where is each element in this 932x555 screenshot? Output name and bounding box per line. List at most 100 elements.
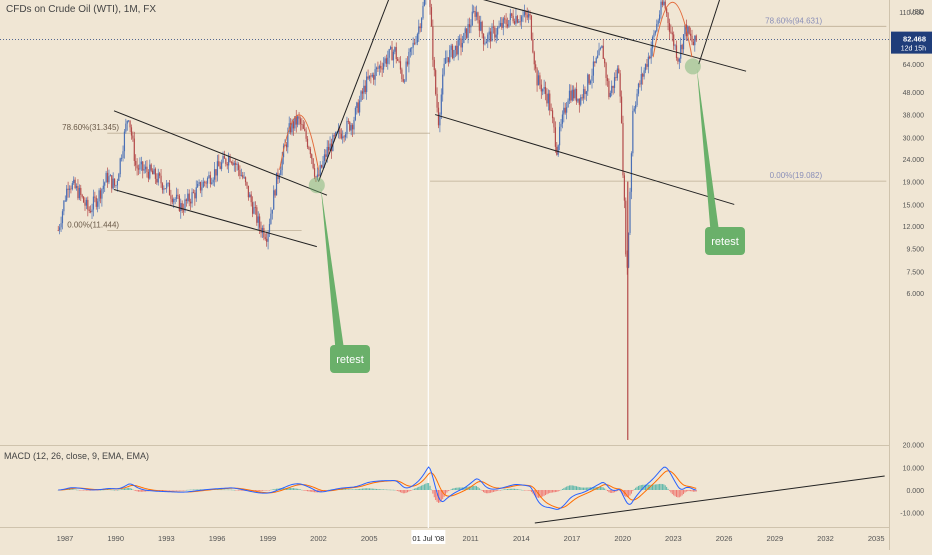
macd-histogram-bar bbox=[583, 487, 585, 490]
candle-body bbox=[653, 33, 655, 37]
candle-body bbox=[280, 170, 282, 176]
macd-histogram-bar bbox=[584, 487, 586, 490]
macd-histogram-bar bbox=[228, 489, 230, 491]
candle-body bbox=[595, 57, 597, 63]
candle-body bbox=[680, 44, 682, 59]
macd-histogram-bar bbox=[609, 490, 611, 493]
candle-body bbox=[644, 64, 647, 71]
candle-body bbox=[101, 188, 103, 199]
candle-body bbox=[344, 134, 347, 138]
macd-histogram-bar bbox=[681, 490, 683, 496]
macd-histogram-bar bbox=[325, 490, 327, 491]
macd-histogram-bar bbox=[436, 490, 438, 502]
candle-body bbox=[405, 61, 407, 81]
macd-histogram-bar bbox=[585, 487, 587, 490]
candle-body bbox=[658, 14, 661, 21]
candle-body bbox=[385, 58, 387, 64]
candle-body bbox=[453, 50, 455, 59]
candle-body bbox=[118, 174, 120, 182]
macd-histogram-bar bbox=[302, 490, 304, 491]
macd-histogram-bar bbox=[411, 490, 413, 491]
trend-channel-line bbox=[482, 0, 747, 72]
candle-body bbox=[480, 21, 482, 31]
macd-histogram-bar bbox=[184, 490, 186, 491]
macd-histogram-bar bbox=[233, 489, 235, 491]
candle-body bbox=[443, 63, 445, 75]
current-price-tag bbox=[891, 31, 932, 54]
candle-body bbox=[611, 85, 613, 93]
macd-histogram-bar bbox=[381, 489, 383, 490]
candle-body bbox=[77, 186, 79, 199]
candle-body bbox=[146, 166, 148, 172]
macd-histogram-bar bbox=[460, 487, 462, 490]
candle-body bbox=[363, 85, 365, 94]
macd-histogram-bar bbox=[516, 489, 518, 490]
candle-body bbox=[454, 45, 456, 51]
candle-body bbox=[628, 232, 630, 268]
retest-label: retest bbox=[336, 354, 364, 366]
macd-histogram-bar bbox=[346, 489, 348, 490]
macd-histogram-bar bbox=[377, 489, 379, 490]
bar-countdown: 12d 15h bbox=[901, 46, 926, 53]
macd-histogram-bar bbox=[119, 489, 121, 491]
macd-histogram-bar bbox=[414, 488, 416, 490]
macd-histogram-bar bbox=[419, 486, 421, 490]
trend-channel-line bbox=[113, 189, 317, 248]
candle-body bbox=[608, 81, 610, 98]
candle-body bbox=[88, 209, 90, 212]
macd-histogram-bar bbox=[601, 486, 603, 490]
candle-body bbox=[522, 15, 524, 17]
candle-body bbox=[367, 76, 369, 79]
candle-body bbox=[128, 120, 130, 122]
candle-body bbox=[360, 91, 362, 101]
trend-channel-line bbox=[434, 114, 735, 205]
macd-histogram-bar bbox=[539, 490, 541, 498]
candle-body bbox=[80, 187, 82, 195]
macd-histogram-bar bbox=[628, 490, 630, 497]
candle-body bbox=[359, 100, 361, 113]
candle-body bbox=[368, 75, 371, 79]
retest-bubble bbox=[705, 227, 745, 255]
retest-marker bbox=[684, 58, 701, 75]
candle-body bbox=[82, 196, 85, 203]
macd-histogram-bar bbox=[342, 489, 344, 490]
candle-body bbox=[606, 77, 609, 82]
macd-histogram-bar bbox=[292, 488, 294, 490]
candle-body bbox=[254, 207, 257, 209]
candle-body bbox=[525, 11, 527, 15]
macd-histogram-bar bbox=[554, 490, 556, 493]
macd-histogram-bar bbox=[483, 490, 485, 493]
macd-histogram-bar bbox=[636, 486, 638, 490]
candle-body bbox=[447, 57, 449, 62]
macd-histogram-bar bbox=[573, 485, 575, 490]
candle-body bbox=[668, 23, 671, 32]
macd-histogram-bar bbox=[450, 489, 452, 490]
candle-body bbox=[67, 188, 69, 190]
candle-body bbox=[578, 98, 580, 105]
macd-histogram-bar bbox=[391, 489, 393, 491]
candle-body bbox=[437, 107, 440, 126]
candle-body bbox=[312, 158, 314, 169]
candle-body bbox=[511, 13, 513, 16]
candle-body bbox=[504, 18, 506, 20]
candle-body bbox=[356, 102, 358, 108]
chart-title: CFDs on Crude Oil (WTI), 1M, FX bbox=[6, 4, 157, 15]
macd-histogram-bar bbox=[298, 489, 300, 490]
candle-body bbox=[270, 213, 272, 225]
candle-body bbox=[161, 183, 164, 190]
macd-histogram-bar bbox=[505, 489, 507, 490]
macd-histogram-bar bbox=[501, 489, 503, 491]
candle-body bbox=[304, 128, 306, 131]
macd-histogram-bar bbox=[142, 490, 144, 492]
macd-histogram-bar bbox=[363, 488, 365, 490]
candle-body bbox=[140, 161, 142, 165]
macd-histogram-bar bbox=[145, 490, 147, 492]
candle-body bbox=[529, 14, 531, 16]
macd-histogram-bar bbox=[84, 490, 86, 491]
candle-body bbox=[435, 70, 437, 94]
macd-histogram-bar bbox=[368, 488, 370, 490]
macd-histogram-bar bbox=[556, 490, 558, 492]
candle-body bbox=[208, 175, 210, 179]
candle-body bbox=[123, 131, 126, 152]
